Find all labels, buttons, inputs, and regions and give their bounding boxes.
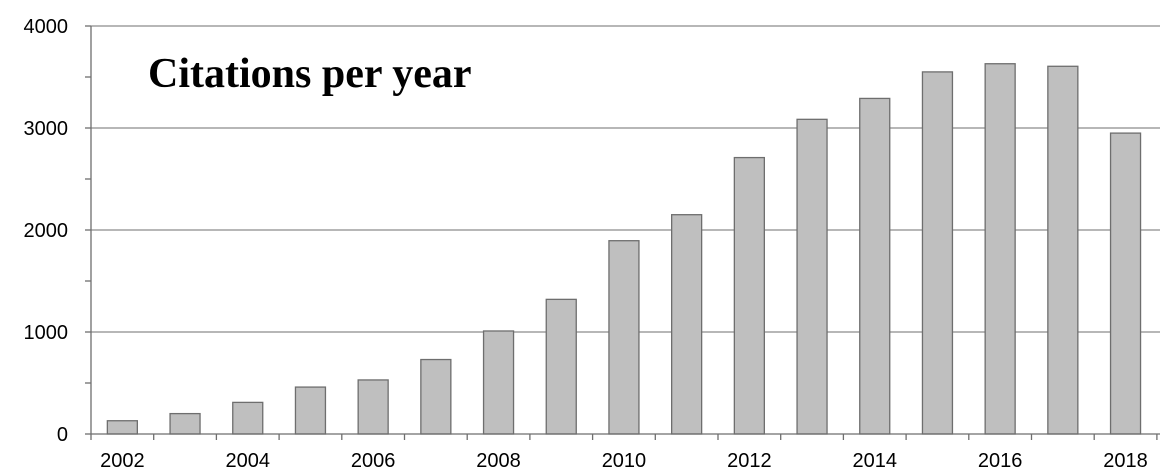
axes (85, 25, 1160, 440)
bar-2006 (357, 379, 389, 435)
x-tick-label-2002: 2002 (100, 450, 145, 469)
x-tick-label-2012: 2012 (727, 450, 772, 469)
bar-2009 (545, 298, 577, 435)
x-tick-label-2008: 2008 (476, 450, 521, 469)
bar-2018 (1109, 132, 1142, 435)
bar-2015 (921, 71, 954, 435)
bar-2008 (482, 330, 515, 435)
chart-title: Citations per year (148, 51, 472, 97)
x-tick-label-2010: 2010 (602, 450, 647, 469)
bar-2003 (169, 412, 201, 435)
bar-2017 (1047, 65, 1079, 435)
bar-2005 (294, 386, 327, 435)
x-tick-label-2006: 2006 (351, 450, 396, 469)
x-tick-label-2004: 2004 (226, 450, 271, 469)
bar-2010 (608, 240, 640, 435)
bar-2007 (420, 358, 452, 435)
x-tick-label-2014: 2014 (853, 450, 898, 469)
y-tick-label-1000: 1000 (24, 322, 69, 344)
y-tick-label-2000: 2000 (24, 220, 69, 242)
bar-2002 (106, 420, 138, 435)
y-tick-label-3000: 3000 (24, 118, 69, 140)
bar-2011 (671, 214, 703, 435)
y-tick-label-0: 0 (57, 424, 68, 446)
bar-2014 (859, 97, 891, 435)
bar-2012 (733, 156, 765, 435)
bar-2016 (984, 63, 1016, 435)
bar-2004 (232, 401, 264, 435)
x-tick-label-2016: 2016 (978, 450, 1023, 469)
bar-2013 (796, 118, 828, 435)
tick-labels: 0 1000 2000 3000 4000 2002 2004 2006 2008 2010 201… (24, 16, 1148, 469)
y-tick-label-4000: 4000 (24, 16, 69, 38)
bars (106, 63, 1142, 435)
x-tick-label-2018: 2018 (1103, 450, 1148, 469)
